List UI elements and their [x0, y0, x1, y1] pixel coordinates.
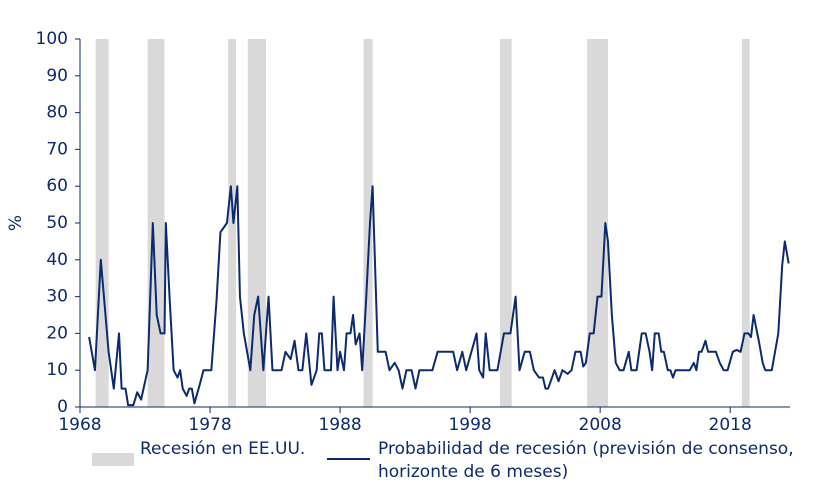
- legend-label: Recesión en EE.UU.: [140, 439, 306, 459]
- y-tick-label: 30: [46, 287, 68, 307]
- recession-band: [500, 39, 512, 407]
- line-series: [88, 185, 790, 407]
- y-tick-label: 100: [36, 29, 68, 49]
- recession-band: [741, 39, 750, 407]
- x-tick-label: 2008: [579, 415, 622, 430]
- y-tick-label: 80: [46, 103, 68, 123]
- recession-band: [147, 39, 165, 407]
- y-tick-label: 90: [46, 66, 68, 86]
- y-axis-label: %: [6, 215, 26, 231]
- chart: % 0 10 20 30 40 50 60 70 80 90 100 1968 1978 1988 1998…: [6, 29, 790, 430]
- recession-band: [95, 39, 109, 407]
- y-tick-label: 70: [46, 139, 68, 159]
- legend-swatch: [92, 453, 134, 466]
- legend-label: Probabilidad de recesión (previsión de c…: [378, 439, 794, 482]
- legend-swatch: [327, 458, 370, 460]
- y-tick-label: 50: [46, 213, 68, 233]
- x-tick-label: 1978: [188, 415, 231, 430]
- recession-band: [363, 39, 373, 407]
- recession-band: [587, 39, 608, 407]
- y-tick-label: 60: [46, 176, 68, 196]
- y-tick-label: 40: [46, 250, 68, 270]
- y-tick-label: 20: [46, 323, 68, 343]
- y-tick-label: 10: [46, 360, 68, 380]
- x-tick-label: 1968: [58, 415, 101, 430]
- recession-band: [228, 39, 237, 407]
- x-tick-label: 1988: [318, 415, 361, 430]
- x-tick-label: 1998: [448, 415, 491, 430]
- y-tick-label: 0: [57, 397, 68, 417]
- recession-band: [247, 39, 266, 407]
- x-tick-label: 2018: [709, 415, 752, 430]
